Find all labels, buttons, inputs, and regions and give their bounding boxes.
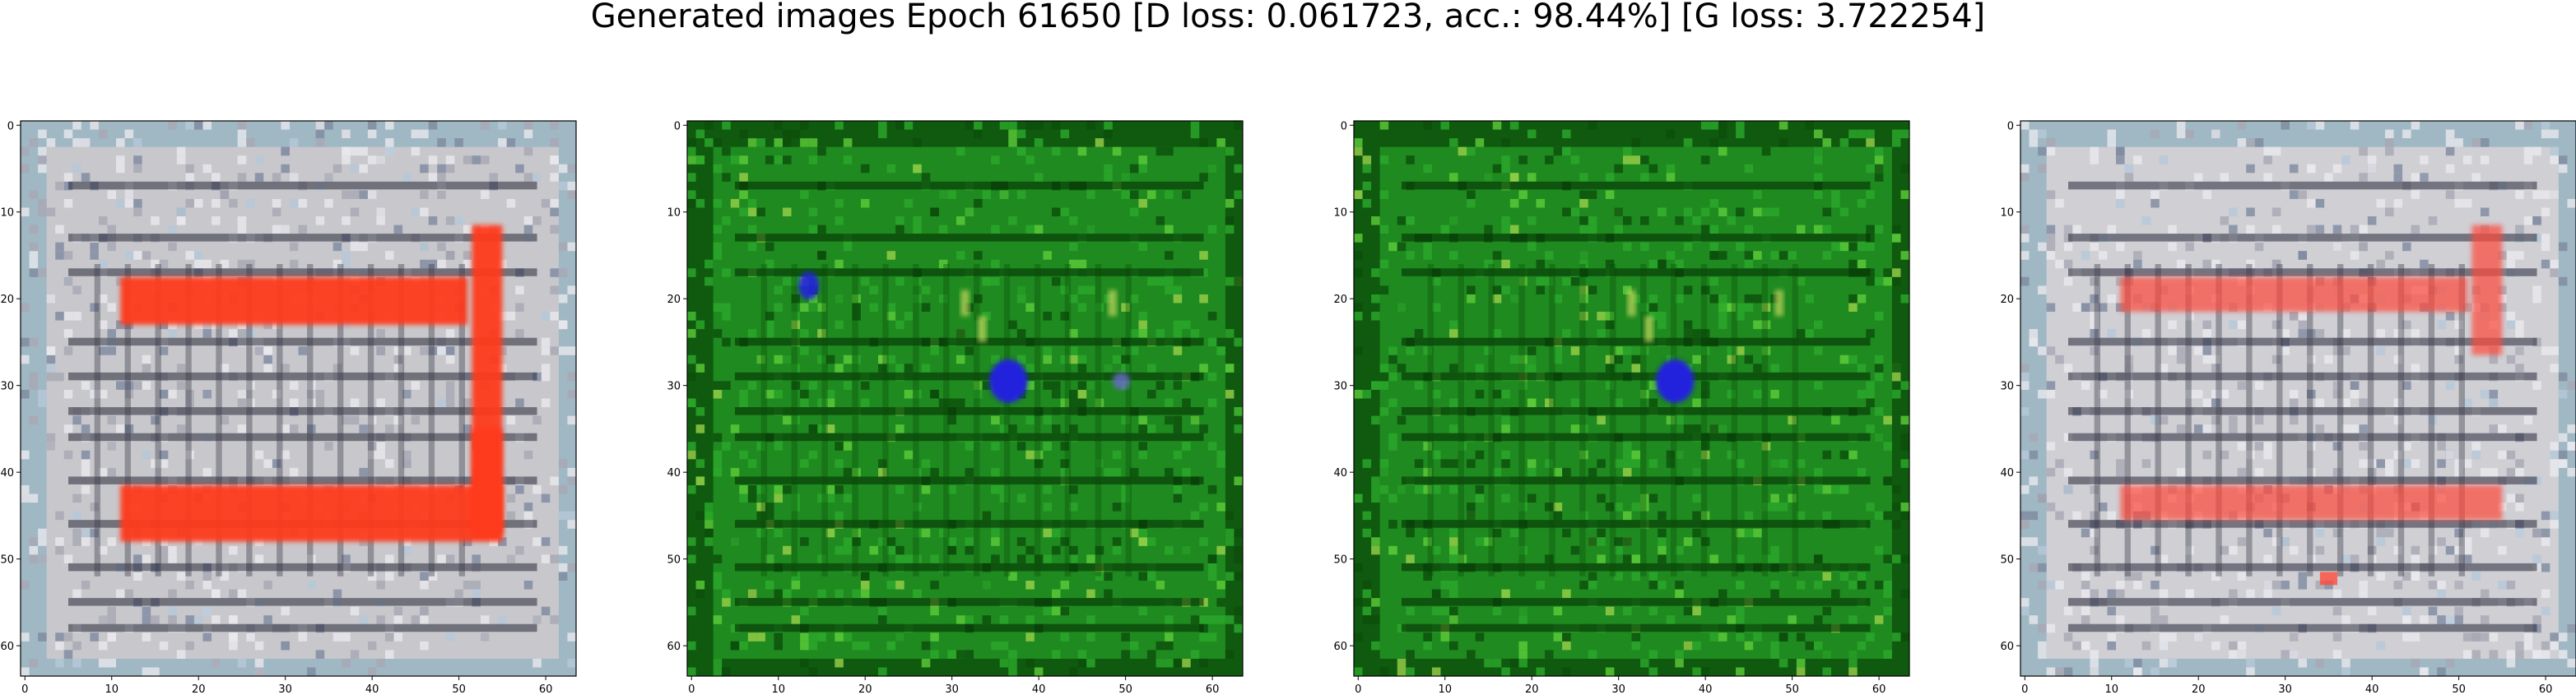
- image-panel-4: 0 10 20 30 40 50 60 0 10 20 30 40 50 60: [2000, 120, 2576, 695]
- y-tick-label: 30: [0, 381, 14, 393]
- axes-frame: [686, 120, 1244, 677]
- x-tick-label: 20: [1525, 683, 1539, 695]
- x-tick-label: 0: [1355, 683, 1361, 695]
- x-tick-label: 50: [1785, 683, 1799, 695]
- generated-image: [21, 121, 576, 676]
- red-bar-bottom: [120, 484, 503, 542]
- y-tick-label: 40: [1333, 467, 1347, 480]
- y-tick-label: 60: [667, 641, 681, 653]
- generated-image: [687, 121, 1243, 676]
- y-tick-label: 30: [2000, 381, 2014, 393]
- x-tick-label: 10: [1438, 683, 1452, 695]
- y-tick-label: 50: [1333, 554, 1347, 567]
- x-tick-label: 30: [2278, 683, 2292, 695]
- y-tick-label: 20: [0, 294, 14, 306]
- x-tick-label: 20: [192, 683, 206, 695]
- y-tick-label: 0: [7, 120, 14, 132]
- y-tick-label: 30: [1333, 381, 1347, 393]
- blue-spot: [989, 359, 1028, 403]
- x-tick-label: 20: [2192, 683, 2206, 695]
- x-tick-label: 10: [105, 683, 119, 695]
- y-tick-label: 10: [667, 207, 681, 220]
- y-tick-label: 50: [667, 554, 681, 567]
- y-tick-label: 10: [1333, 207, 1347, 220]
- y-tick-label: 20: [2000, 294, 2014, 306]
- red-bar-top: [2120, 276, 2468, 313]
- x-tick-label: 30: [1611, 683, 1625, 695]
- x-tick-label: 60: [2539, 683, 2553, 695]
- y-tick-label: 20: [667, 294, 681, 306]
- red-bar-bottom: [2120, 484, 2503, 521]
- y-tick-label: 40: [2000, 467, 2014, 480]
- x-tick-label: 30: [945, 683, 959, 695]
- red-bar-top: [120, 276, 468, 325]
- y-tick-label: 30: [667, 381, 681, 393]
- x-tick-label: 10: [771, 683, 785, 695]
- x-tick-label: 10: [2104, 683, 2118, 695]
- figure-title: Generated images Epoch 61650 [D loss: 0.…: [590, 0, 1986, 35]
- image-panel-3: 0 10 20 30 40 50 60 0 10 20 30 40 50 60: [1333, 120, 1910, 695]
- y-tick-label: 10: [2000, 207, 2014, 220]
- y-tick-label: 50: [0, 554, 14, 567]
- x-tick-label: 60: [1872, 683, 1886, 695]
- y-tick-label: 40: [0, 467, 14, 480]
- x-tick-label: 60: [539, 683, 553, 695]
- y-tick-label: 0: [674, 120, 681, 132]
- x-tick-label: 20: [858, 683, 872, 695]
- y-tick-label: 60: [1333, 641, 1347, 653]
- x-tick-label: 50: [2452, 683, 2466, 695]
- x-tick-label: 50: [452, 683, 466, 695]
- axes-frame: [2020, 120, 2576, 677]
- x-tick-label: 0: [688, 683, 695, 695]
- y-tick-label: 10: [0, 207, 14, 220]
- x-tick-label: 50: [1118, 683, 1132, 695]
- axes-frame: [20, 120, 577, 677]
- blue-spot: [1656, 359, 1695, 403]
- x-tick-label: 0: [2021, 683, 2028, 695]
- x-tick-label: 60: [1206, 683, 1220, 695]
- y-tick-label: 40: [667, 467, 681, 480]
- y-tick-label: 0: [2007, 120, 2014, 132]
- y-tick-label: 50: [2000, 554, 2014, 567]
- y-tick-label: 60: [0, 641, 14, 653]
- x-tick-label: 40: [1699, 683, 1713, 695]
- y-tick-label: 0: [1341, 120, 1347, 132]
- y-tick-label: 20: [1333, 294, 1347, 306]
- x-tick-label: 0: [21, 683, 28, 695]
- axes-frame: [1353, 120, 1910, 677]
- x-tick-label: 40: [365, 683, 379, 695]
- x-tick-label: 40: [1032, 683, 1046, 695]
- x-tick-label: 40: [2365, 683, 2379, 695]
- image-panel-2: 0 10 20 30 40 50 60 0 10 20 30 40 50 60: [667, 120, 1244, 695]
- generated-image: [2020, 121, 2576, 676]
- y-tick-label: 60: [2000, 641, 2014, 653]
- red-bar-right: [2471, 225, 2503, 355]
- generated-image: [1354, 121, 1909, 676]
- x-tick-label: 30: [278, 683, 292, 695]
- image-panel-1: 0 10 20 30 40 50 60 0 10 20 30 40 50 60: [0, 120, 577, 695]
